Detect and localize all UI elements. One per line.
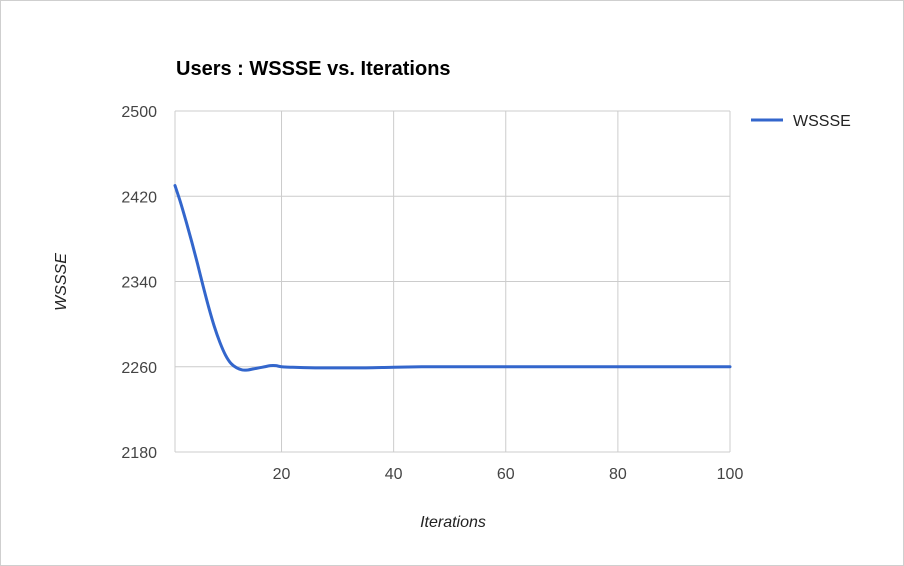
x-tick-label: 40	[385, 466, 403, 483]
chart-title: Users : WSSSE vs. Iterations	[176, 58, 451, 80]
y-tick-label: 2180	[121, 445, 157, 462]
tick-label-layer: 2180 2260 2340 2420 2500 20 40 60 80 100	[121, 104, 743, 483]
legend-label: WSSSE	[793, 113, 851, 130]
x-tick-label: 60	[497, 466, 515, 483]
y-axis-title: WSSSE	[53, 253, 70, 311]
series-layer	[173, 184, 732, 372]
x-axis-title: Iterations	[420, 514, 486, 531]
x-tick-label: 100	[717, 466, 744, 483]
x-tick-label: 80	[609, 466, 627, 483]
series-line-wssse	[173, 184, 732, 372]
x-tick-label: 20	[273, 466, 291, 483]
y-tick-label: 2260	[121, 360, 157, 377]
grid-layer	[174, 110, 731, 453]
legend: WSSSE	[751, 113, 851, 130]
y-tick-label: 2340	[121, 275, 157, 292]
y-tick-label: 2500	[121, 104, 157, 121]
y-tick-label: 2420	[121, 189, 157, 206]
